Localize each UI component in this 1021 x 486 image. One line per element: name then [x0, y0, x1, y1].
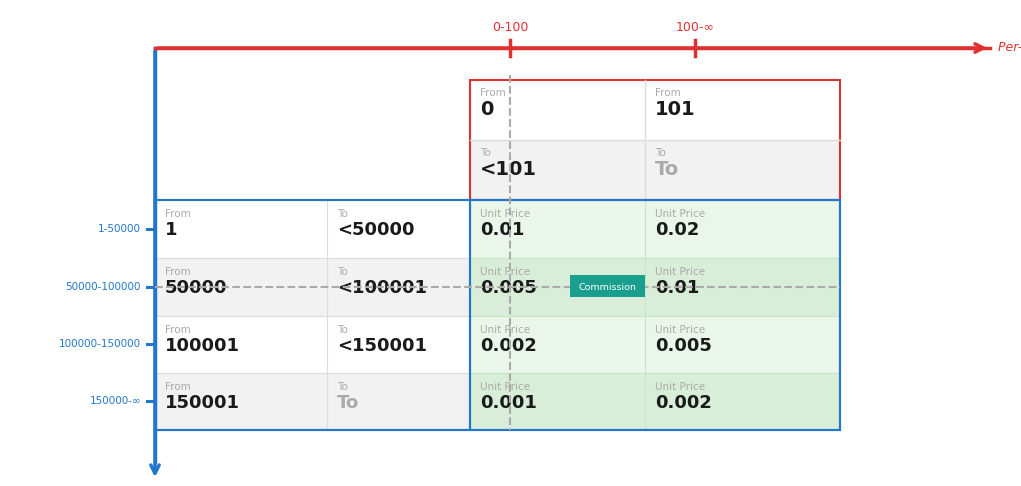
Bar: [470, 140, 840, 200]
Text: Unit Price: Unit Price: [655, 209, 706, 219]
Text: From: From: [165, 209, 191, 219]
Bar: [470, 80, 840, 140]
Text: Unit Price: Unit Price: [655, 267, 706, 277]
Text: 0: 0: [480, 100, 493, 119]
Text: Per-unit price range: Per-unit price range: [998, 41, 1021, 54]
Text: 100000-150000: 100000-150000: [59, 339, 141, 349]
Bar: [155, 373, 470, 430]
Text: 100-∞: 100-∞: [676, 21, 715, 34]
Text: Unit Price: Unit Price: [655, 382, 706, 392]
Text: 0.01: 0.01: [480, 221, 525, 239]
Text: 1-50000: 1-50000: [98, 224, 141, 234]
Bar: [470, 316, 840, 373]
Text: 0.01: 0.01: [655, 279, 699, 297]
Text: 101: 101: [655, 100, 695, 119]
Text: To: To: [337, 325, 348, 335]
Text: To: To: [655, 148, 666, 158]
Text: Unit Price: Unit Price: [480, 267, 530, 277]
Text: <101: <101: [480, 160, 537, 179]
Text: <50000: <50000: [337, 221, 415, 239]
Text: 100001: 100001: [165, 337, 240, 355]
Bar: [470, 258, 840, 316]
Bar: [155, 200, 840, 430]
Text: 0-100: 0-100: [492, 21, 528, 34]
Text: Commission: Commission: [579, 282, 636, 292]
Text: 1: 1: [165, 221, 178, 239]
Text: To: To: [337, 382, 348, 392]
Text: 50000-100000: 50000-100000: [65, 282, 141, 292]
Text: 0.001: 0.001: [480, 394, 537, 412]
Text: Unit Price: Unit Price: [655, 325, 706, 335]
Text: Unit Price: Unit Price: [480, 382, 530, 392]
Text: <150001: <150001: [337, 337, 427, 355]
Text: Unit Price: Unit Price: [480, 209, 530, 219]
Text: 150001: 150001: [165, 394, 240, 412]
Bar: [470, 200, 840, 430]
Bar: [155, 316, 470, 373]
Bar: [155, 258, 470, 316]
Text: To: To: [480, 148, 491, 158]
Bar: [470, 373, 840, 430]
Text: 150000-∞: 150000-∞: [90, 396, 141, 406]
Text: 0.002: 0.002: [655, 394, 712, 412]
Bar: [470, 80, 840, 200]
Text: 0.005: 0.005: [655, 337, 712, 355]
Bar: [570, 275, 645, 297]
Text: To: To: [337, 267, 348, 277]
Text: From: From: [165, 382, 191, 392]
Text: 50000: 50000: [165, 279, 228, 297]
Text: <100001: <100001: [337, 279, 427, 297]
Text: To: To: [337, 209, 348, 219]
Text: To: To: [337, 394, 359, 412]
Text: From: From: [165, 267, 191, 277]
Text: From: From: [480, 88, 505, 98]
Bar: [470, 200, 840, 258]
Text: From: From: [165, 325, 191, 335]
Text: Unit Price: Unit Price: [480, 325, 530, 335]
Text: 0.002: 0.002: [480, 337, 537, 355]
Text: 0.02: 0.02: [655, 221, 699, 239]
Text: 0.005: 0.005: [480, 279, 537, 297]
Bar: [155, 200, 470, 430]
Text: To: To: [655, 160, 679, 179]
Text: From: From: [655, 88, 681, 98]
Bar: [155, 200, 470, 258]
